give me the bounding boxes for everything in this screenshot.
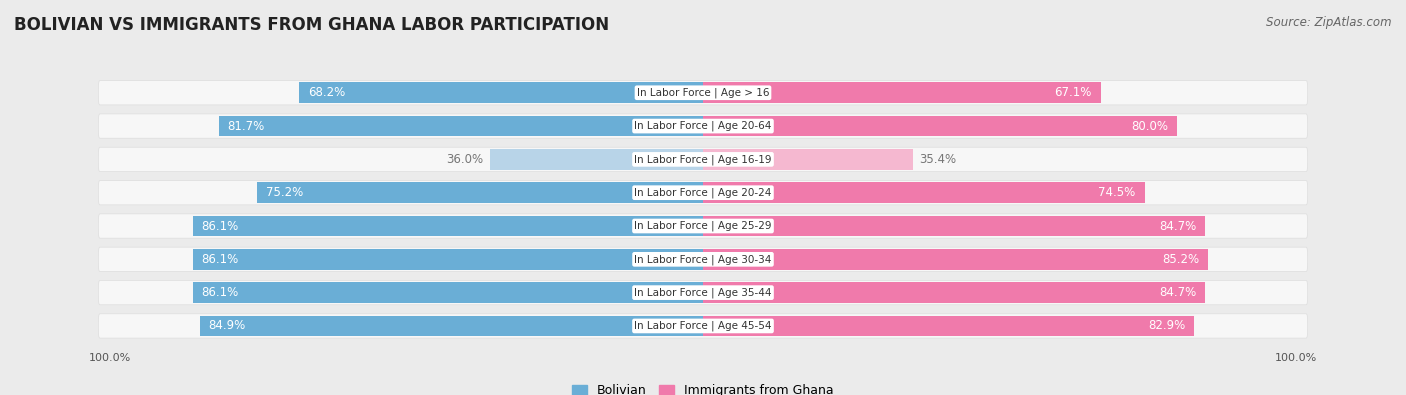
Text: In Labor Force | Age 20-24: In Labor Force | Age 20-24 xyxy=(634,188,772,198)
Text: 86.1%: 86.1% xyxy=(201,220,239,233)
Legend: Bolivian, Immigrants from Ghana: Bolivian, Immigrants from Ghana xyxy=(567,379,839,395)
FancyBboxPatch shape xyxy=(98,314,1308,338)
Bar xyxy=(703,149,912,170)
FancyBboxPatch shape xyxy=(98,81,1308,105)
Text: In Labor Force | Age 16-19: In Labor Force | Age 16-19 xyxy=(634,154,772,165)
FancyBboxPatch shape xyxy=(98,247,1308,271)
Text: 84.9%: 84.9% xyxy=(208,320,246,333)
Text: 67.1%: 67.1% xyxy=(1054,86,1092,99)
Text: Source: ZipAtlas.com: Source: ZipAtlas.com xyxy=(1267,16,1392,29)
Text: In Labor Force | Age 20-64: In Labor Force | Age 20-64 xyxy=(634,121,772,131)
Text: 75.2%: 75.2% xyxy=(266,186,304,199)
Text: 86.1%: 86.1% xyxy=(201,253,239,266)
Text: In Labor Force | Age > 16: In Labor Force | Age > 16 xyxy=(637,88,769,98)
Bar xyxy=(257,182,703,203)
Bar xyxy=(703,116,1177,136)
FancyBboxPatch shape xyxy=(98,147,1308,171)
Bar xyxy=(200,316,703,336)
FancyBboxPatch shape xyxy=(98,181,1308,205)
Text: In Labor Force | Age 25-29: In Labor Force | Age 25-29 xyxy=(634,221,772,231)
Bar xyxy=(703,249,1208,270)
Text: 84.7%: 84.7% xyxy=(1159,220,1197,233)
Text: 81.7%: 81.7% xyxy=(228,120,264,133)
Text: BOLIVIAN VS IMMIGRANTS FROM GHANA LABOR PARTICIPATION: BOLIVIAN VS IMMIGRANTS FROM GHANA LABOR … xyxy=(14,16,609,34)
Bar xyxy=(703,316,1194,336)
Bar xyxy=(703,182,1144,203)
Text: 84.7%: 84.7% xyxy=(1159,286,1197,299)
Text: 36.0%: 36.0% xyxy=(447,153,484,166)
Text: 80.0%: 80.0% xyxy=(1132,120,1168,133)
Bar xyxy=(703,216,1205,236)
Bar xyxy=(193,282,703,303)
Text: 35.4%: 35.4% xyxy=(918,153,956,166)
Bar xyxy=(703,83,1101,103)
FancyBboxPatch shape xyxy=(98,214,1308,238)
Bar xyxy=(298,83,703,103)
Bar xyxy=(193,249,703,270)
Bar xyxy=(489,149,703,170)
Text: In Labor Force | Age 30-34: In Labor Force | Age 30-34 xyxy=(634,254,772,265)
Text: In Labor Force | Age 35-44: In Labor Force | Age 35-44 xyxy=(634,288,772,298)
FancyBboxPatch shape xyxy=(98,114,1308,138)
Text: 85.2%: 85.2% xyxy=(1161,253,1199,266)
Bar xyxy=(219,116,703,136)
Text: 86.1%: 86.1% xyxy=(201,286,239,299)
Text: In Labor Force | Age 45-54: In Labor Force | Age 45-54 xyxy=(634,321,772,331)
Text: 74.5%: 74.5% xyxy=(1098,186,1136,199)
Text: 82.9%: 82.9% xyxy=(1149,320,1185,333)
Bar xyxy=(703,282,1205,303)
Bar xyxy=(193,216,703,236)
FancyBboxPatch shape xyxy=(98,280,1308,305)
Text: 68.2%: 68.2% xyxy=(308,86,344,99)
